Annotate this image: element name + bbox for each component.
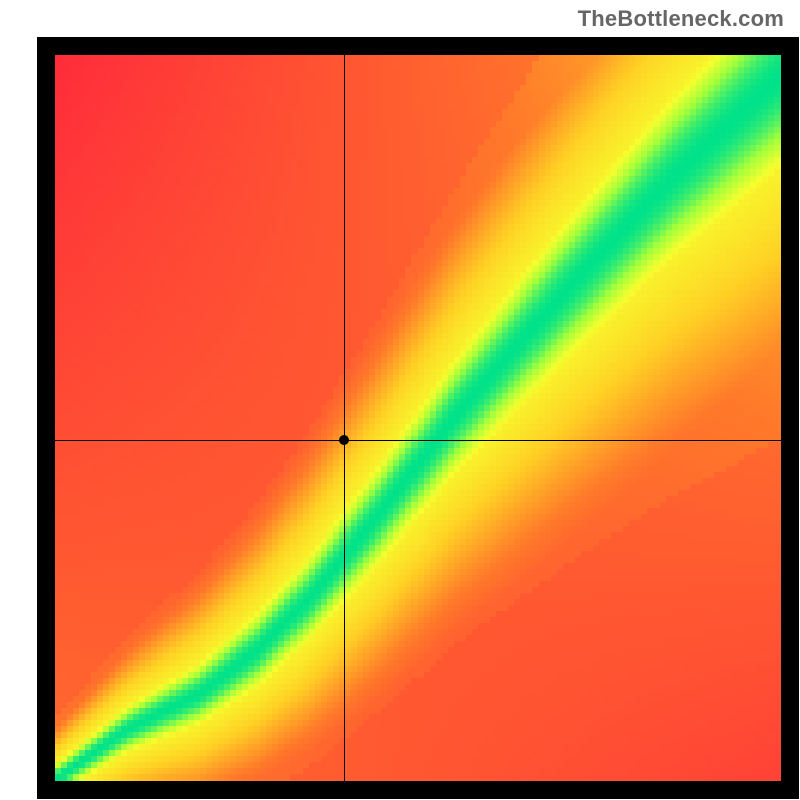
heatmap-canvas bbox=[55, 55, 781, 781]
heatmap-plot bbox=[37, 37, 799, 799]
watermark-text: TheBottleneck.com bbox=[578, 6, 784, 32]
crosshair-horizontal bbox=[55, 440, 781, 441]
figure-container: TheBottleneck.com bbox=[0, 0, 800, 800]
crosshair-vertical bbox=[344, 55, 345, 781]
crosshair-marker bbox=[339, 435, 349, 445]
